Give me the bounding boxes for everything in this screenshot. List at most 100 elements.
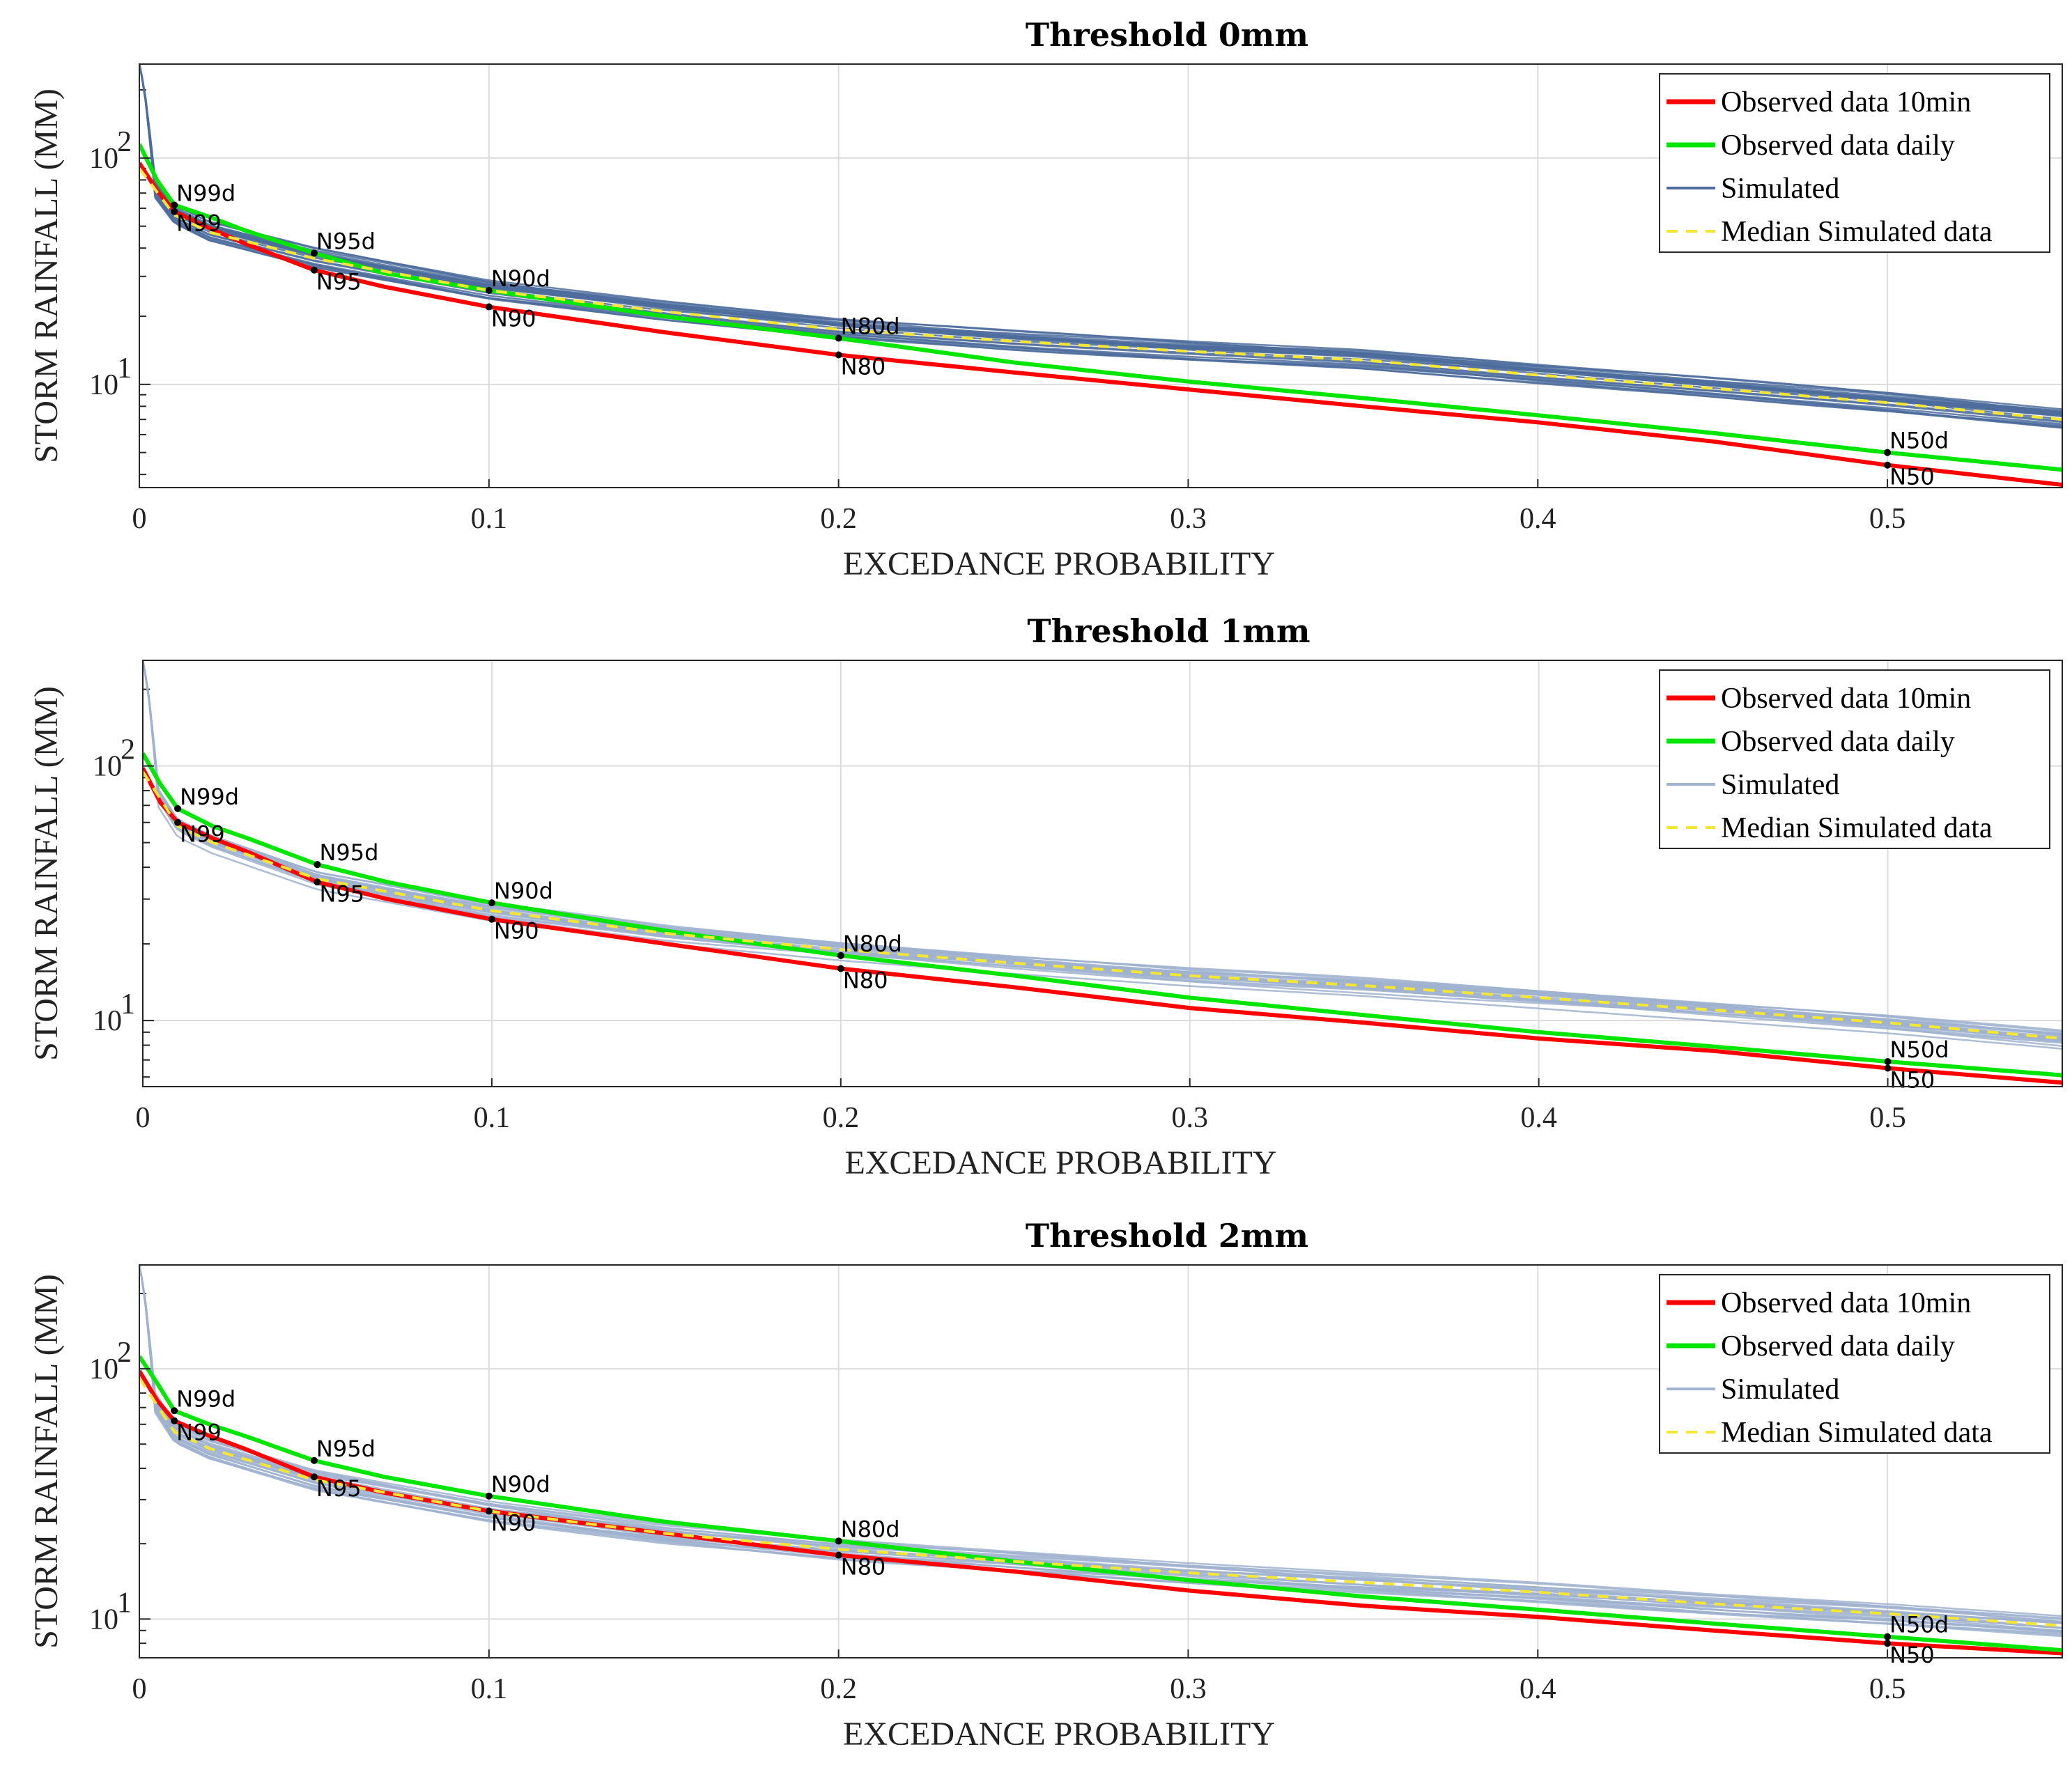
x-tick-label: 0.1: [474, 1102, 511, 1134]
simulated-run-line: [143, 660, 2062, 1050]
x-axis-label: EXCEDANCE PROBABILITY: [845, 1144, 1277, 1181]
annotation-marker: [485, 1492, 493, 1500]
annotation-label: N50: [1890, 1066, 1935, 1093]
simulated-run-line: [143, 660, 2062, 1044]
x-tick-label: 0.4: [1520, 1673, 1556, 1705]
annotation-marker: [835, 334, 842, 342]
simulated-run-line: [143, 660, 2062, 1035]
annotation-label: N95: [319, 880, 364, 907]
legend-label: Simulated: [1721, 173, 1839, 205]
annotation-label: N95: [316, 269, 362, 295]
y-tick-label-exponent: 2: [117, 1337, 132, 1369]
simulated-run-line: [139, 64, 2062, 429]
annotation-label: N90d: [491, 265, 550, 292]
legend-label: Observed data 10min: [1721, 1287, 1971, 1319]
legend-label: Simulated: [1721, 769, 1839, 801]
plot-area: [139, 1265, 2062, 1656]
annotation-marker: [837, 965, 844, 972]
y-tick-label-exponent: 1: [117, 352, 132, 384]
plot-area: [143, 660, 2062, 1085]
annotation-marker: [171, 1417, 178, 1424]
simulated-run-line: [139, 64, 2062, 414]
annotation-marker: [1884, 1633, 1892, 1640]
simulated-run-line: [143, 660, 2062, 1033]
annotation-label: N99d: [176, 180, 235, 206]
annotation-marker: [174, 818, 182, 826]
annotation-label: N80: [841, 1554, 886, 1580]
x-tick-label: 0.3: [1170, 1673, 1207, 1705]
annotation-marker: [835, 351, 842, 359]
x-tick-label: 0.5: [1869, 1673, 1906, 1705]
annotation-label: N99: [176, 1420, 222, 1446]
legend-label: Observed data daily: [1721, 130, 1955, 162]
x-tick-label: 0: [136, 1102, 150, 1134]
annotation-marker: [310, 1456, 318, 1464]
x-tick-label: 0: [132, 1673, 147, 1705]
legend-label: Observed data daily: [1721, 726, 1955, 758]
annotation-marker: [314, 861, 321, 869]
x-tick-label: 0.4: [1520, 1102, 1557, 1134]
y-tick-label: 10: [89, 1603, 118, 1636]
x-tick-label: 0.5: [1869, 1102, 1906, 1134]
x-tick-label: 0.2: [820, 503, 857, 535]
legend-label: Median Simulated data: [1721, 216, 1993, 248]
median-simulated-line: [143, 770, 2062, 1040]
y-tick-label: 10: [89, 143, 118, 175]
y-tick-label-exponent: 2: [117, 126, 132, 158]
simulated-run-line: [139, 1265, 2062, 1632]
annotation-marker: [171, 1407, 178, 1415]
simulated-run-line: [139, 64, 2062, 424]
simulated-run-line: [139, 64, 2062, 410]
chart-title: Threshold 1mm: [1027, 612, 1310, 650]
x-axis-label: EXCEDANCE PROBABILITY: [843, 545, 1275, 582]
annotation-marker: [314, 878, 321, 886]
annotation-marker: [488, 899, 495, 907]
annotation-label: N90: [491, 1509, 536, 1536]
annotation-label: N90d: [491, 1471, 550, 1498]
observed-daily-line: [139, 143, 2062, 472]
y-tick-label: 10: [89, 369, 118, 401]
x-tick-label: 0.5: [1869, 503, 1906, 535]
annotation-label: N99: [176, 210, 222, 237]
simulated-run-line: [143, 660, 2062, 1036]
x-tick-label: 0.1: [471, 503, 508, 535]
annotation-marker: [837, 951, 844, 959]
annotation-marker: [485, 303, 493, 311]
y-tick-label: 10: [89, 1353, 118, 1385]
annotation-marker: [1884, 1640, 1892, 1647]
legend: Observed data 10min Observed data daily Si…: [1659, 73, 2050, 253]
chart-panel-2: Threshold 2mm N99d N99 N95d N95 N90d N90 N80d N8…: [28, 1217, 2063, 1753]
axes-frame: [139, 1264, 2063, 1658]
annotation-marker: [174, 805, 182, 812]
x-tick-label: 0.2: [823, 1102, 860, 1134]
annotation-label: N80: [843, 968, 888, 994]
legend-label: Simulated: [1721, 1374, 1839, 1406]
y-tick-label: 10: [93, 1005, 122, 1037]
simulated-run-line: [139, 64, 2062, 429]
x-tick-label: 0.3: [1171, 1102, 1208, 1134]
x-tick-label: 0.4: [1520, 503, 1556, 535]
axes-frame: [142, 660, 2063, 1087]
x-tick-label: 0.2: [820, 1673, 857, 1705]
legend-label: Observed data 10min: [1721, 683, 1971, 715]
y-axis-label: STORM RAINFALL (MM): [28, 1274, 65, 1649]
annotation-label: N80: [841, 353, 886, 380]
annotation-marker: [171, 208, 178, 215]
annotation-label: N80d: [841, 1516, 900, 1542]
annotation-marker: [310, 266, 318, 274]
annotation-label: N90d: [494, 878, 553, 904]
axes-frame: [139, 63, 2063, 488]
y-axis-label: STORM RAINFALL (MM): [28, 686, 65, 1061]
y-tick-label-exponent: 2: [121, 734, 135, 766]
annotation-marker: [171, 201, 178, 209]
annotation-label: N50d: [1889, 1612, 1949, 1638]
plot-area: [139, 64, 2062, 487]
annotation-label: N99d: [180, 784, 239, 810]
annotation-label: N90: [494, 918, 539, 945]
x-tick-label: 0.1: [471, 1673, 508, 1705]
annotation-label: N50d: [1889, 428, 1949, 454]
annotation-label: N50: [1889, 464, 1935, 490]
chart-panel-0: Threshold 0mm N99d N99 N95d N95 N90d N90 N80d N8…: [28, 16, 2063, 582]
annotation-marker: [835, 1551, 842, 1559]
legend-box: [1659, 73, 2050, 253]
